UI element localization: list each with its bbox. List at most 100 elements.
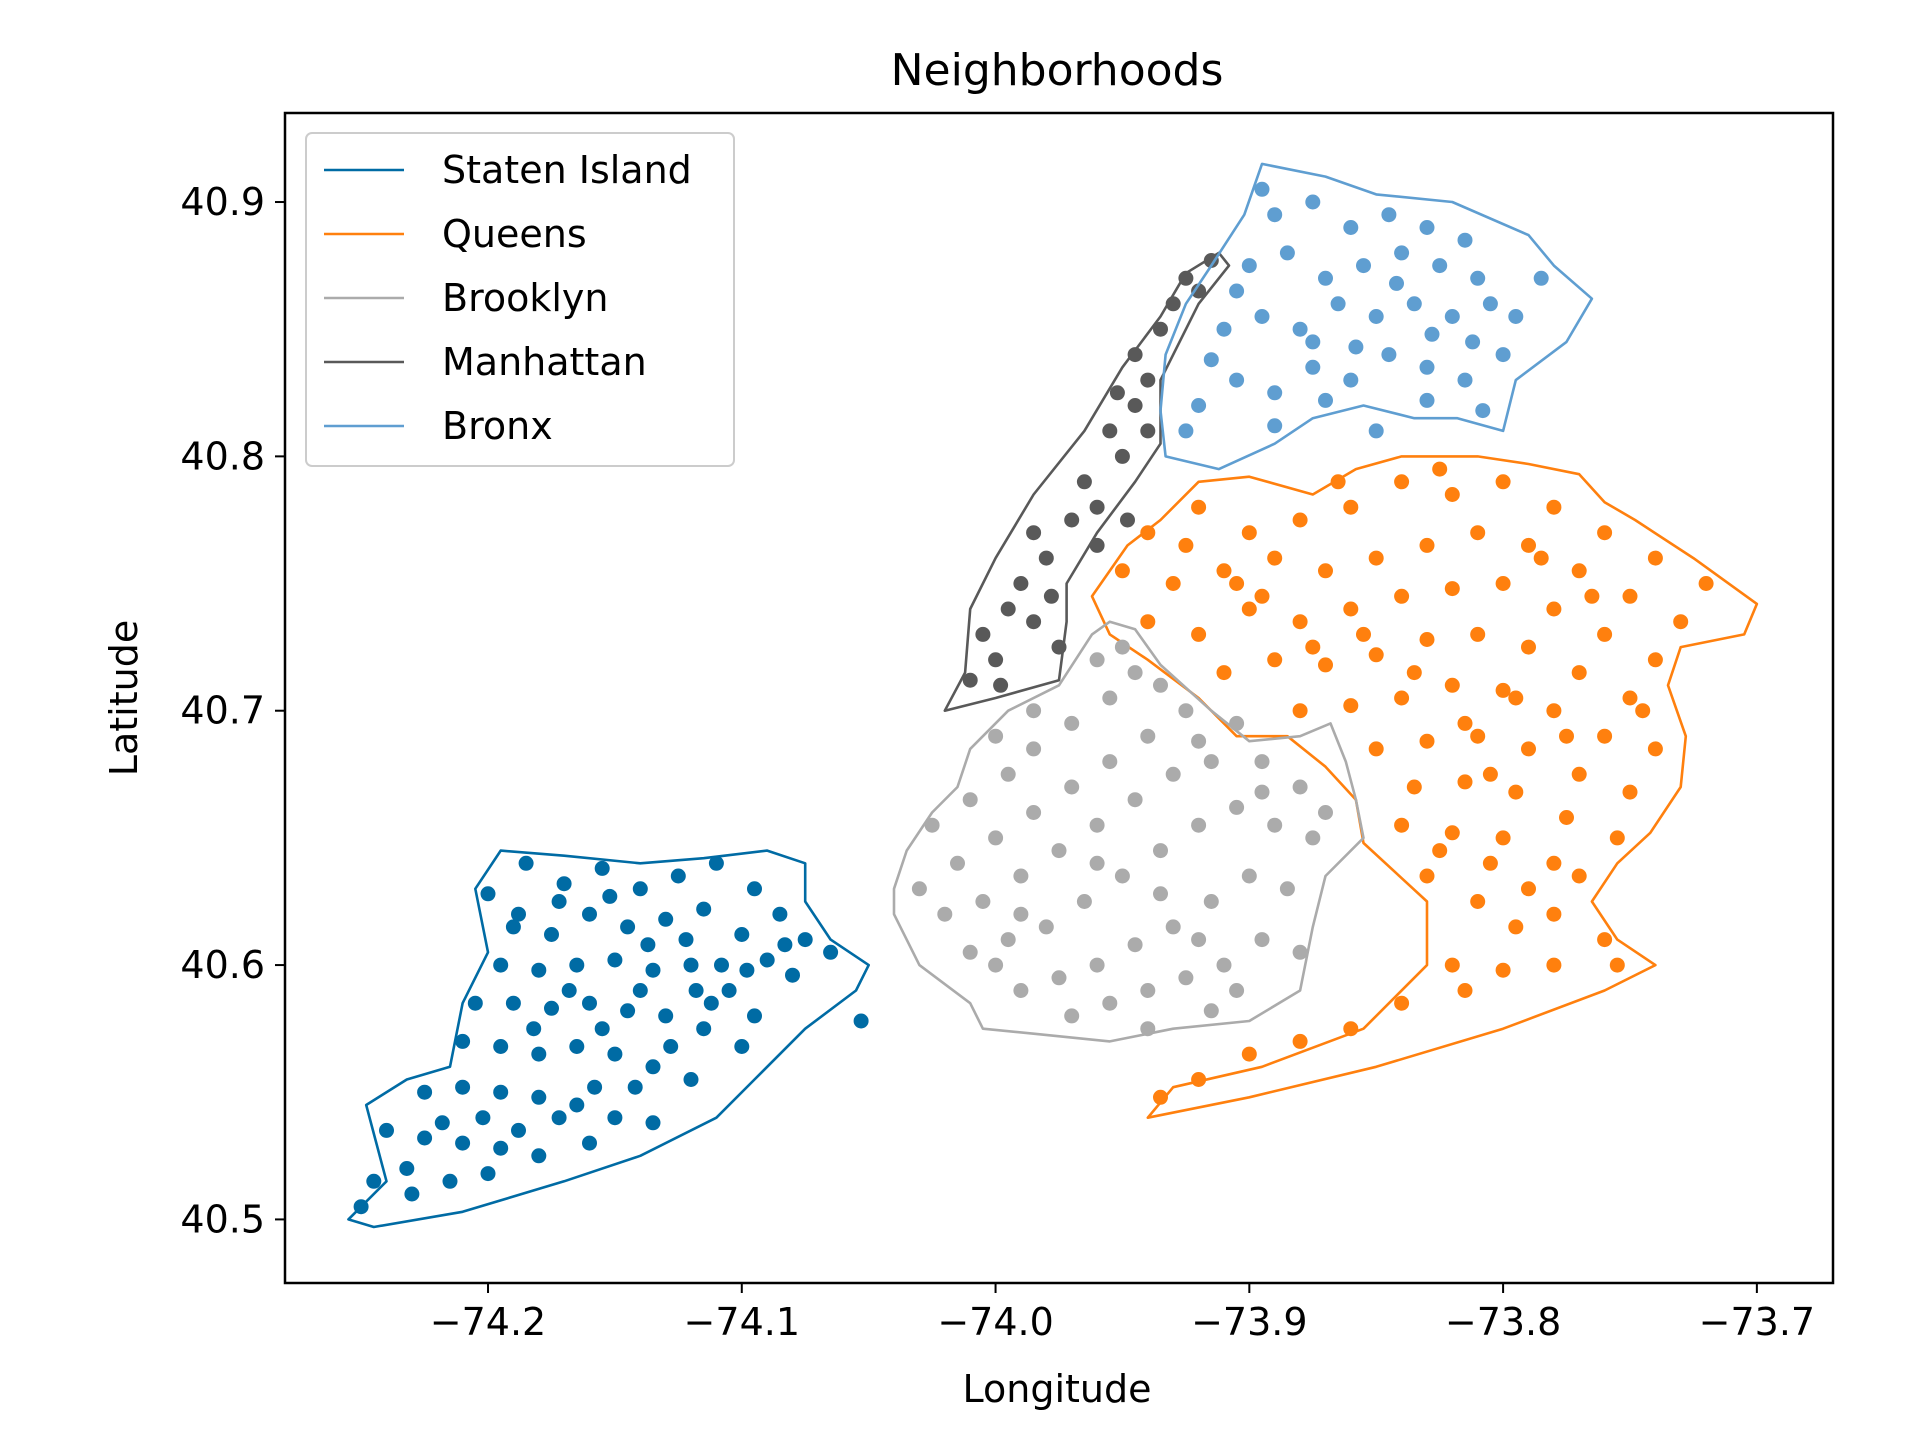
- queens-point: [1546, 703, 1562, 719]
- bronx-point: [1305, 194, 1321, 210]
- brooklyn-point: [1051, 843, 1067, 859]
- brooklyn-point: [1191, 932, 1207, 948]
- brooklyn-point: [1026, 703, 1042, 719]
- bronx-point: [1343, 220, 1359, 235]
- queens-point: [1495, 576, 1511, 591]
- staten-island-point: [551, 1110, 567, 1126]
- queens-point: [1292, 614, 1308, 630]
- queens-point: [1444, 957, 1460, 973]
- manhattan-point: [1127, 398, 1143, 413]
- brooklyn-point: [1203, 1003, 1219, 1019]
- queens-point: [1533, 550, 1549, 566]
- brooklyn-point: [1089, 652, 1105, 668]
- staten-island-point: [594, 1021, 610, 1037]
- queens-point: [1444, 487, 1460, 502]
- manhattan-point: [1000, 601, 1016, 617]
- brooklyn-point: [1229, 983, 1245, 998]
- bronx-point: [1368, 309, 1384, 324]
- queens-point: [1470, 894, 1486, 909]
- brooklyn-point: [1076, 894, 1092, 909]
- brooklyn-point: [1229, 715, 1245, 731]
- legend-label-staten-island: Staten Island: [442, 148, 692, 192]
- staten-island-point: [739, 962, 755, 978]
- bronx-point: [1348, 339, 1364, 355]
- bronx-point: [1318, 270, 1333, 286]
- queens-point: [1521, 537, 1536, 553]
- staten-island-point: [493, 1039, 509, 1054]
- bronx-point: [1495, 347, 1511, 363]
- queens-point: [1508, 784, 1524, 800]
- queens-point: [1241, 1046, 1257, 1062]
- brooklyn-point: [1064, 715, 1080, 731]
- staten-island-point: [670, 868, 686, 884]
- x-tick-label: −74.2: [430, 1300, 546, 1344]
- manhattan-point: [1191, 283, 1207, 299]
- legend-frame: [305, 132, 735, 467]
- queens-point: [1406, 665, 1422, 681]
- x-tick-label: −73.7: [1699, 1300, 1815, 1344]
- plot-frame: [283, 111, 1835, 1285]
- queens-point: [1356, 626, 1371, 642]
- y-tick-label: 40.5: [180, 1197, 265, 1241]
- brooklyn-point: [1000, 932, 1016, 948]
- brooklyn-point: [1013, 906, 1029, 922]
- brooklyn-point: [1216, 957, 1232, 973]
- brooklyn-point: [924, 817, 940, 833]
- queens-point: [1419, 632, 1435, 647]
- bronx-point: [1508, 309, 1524, 324]
- staten-island-point: [632, 881, 648, 897]
- bronx-point: [1381, 207, 1397, 223]
- staten-island-point: [688, 983, 704, 998]
- staten-island-point: [714, 957, 729, 973]
- bronx-point: [1424, 326, 1440, 342]
- staten-island-point: [417, 1084, 433, 1100]
- staten-island-point: [747, 1008, 762, 1024]
- queens-point: [1571, 563, 1587, 579]
- brooklyn-point: [1165, 766, 1181, 782]
- brooklyn-point: [1013, 868, 1029, 884]
- staten-island-point: [493, 1084, 509, 1100]
- plot-area: [347, 162, 1759, 1229]
- queens-point: [1292, 1033, 1308, 1049]
- brooklyn-point: [1089, 817, 1105, 833]
- manhattan-point: [1109, 385, 1125, 401]
- queens-point: [1330, 474, 1346, 490]
- brooklyn-point: [1254, 754, 1270, 770]
- bronx-point: [1203, 352, 1219, 368]
- queens-point: [1343, 1021, 1359, 1037]
- staten-island-point: [569, 957, 585, 973]
- queens-point: [1647, 741, 1663, 757]
- queens-point: [1305, 639, 1321, 655]
- manhattan-point: [1076, 474, 1092, 490]
- bronx-point: [1318, 392, 1333, 408]
- x-axis: −74.2 −74.1 −74.0 −73.9 −73.8 −73.7: [430, 1283, 1815, 1344]
- queens-point: [1267, 550, 1283, 566]
- brooklyn-point: [1026, 805, 1042, 820]
- legend-label-manhattan: Manhattan: [442, 340, 647, 384]
- brooklyn-point: [1102, 754, 1118, 770]
- staten-island-point: [772, 906, 788, 922]
- brooklyn-point: [962, 944, 978, 960]
- staten-island-point: [587, 1079, 603, 1095]
- legend-label-bronx: Bronx: [442, 404, 553, 448]
- staten-island-point: [417, 1130, 433, 1146]
- queens-point: [1368, 647, 1384, 663]
- brooklyn-point: [1318, 805, 1333, 820]
- bronx-point: [1267, 207, 1283, 223]
- brooklyn-point: [1254, 784, 1270, 800]
- bronx-point: [1394, 245, 1410, 261]
- y-axis: 40.5 40.6 40.7 40.8 40.9: [180, 180, 285, 1241]
- staten-island-point: [531, 1148, 547, 1164]
- queens-point: [1470, 728, 1486, 744]
- bronx-point: [1444, 309, 1460, 324]
- staten-island-point: [678, 932, 694, 948]
- bronx-series: [1159, 162, 1594, 471]
- bronx-point: [1305, 334, 1321, 350]
- bronx-point: [1178, 423, 1194, 439]
- queens-point: [1508, 690, 1524, 706]
- queens-point: [1609, 830, 1625, 846]
- queens-point: [1229, 576, 1245, 591]
- bronx-point: [1292, 321, 1308, 337]
- staten-island-point: [797, 932, 813, 948]
- staten-island-point: [399, 1161, 415, 1176]
